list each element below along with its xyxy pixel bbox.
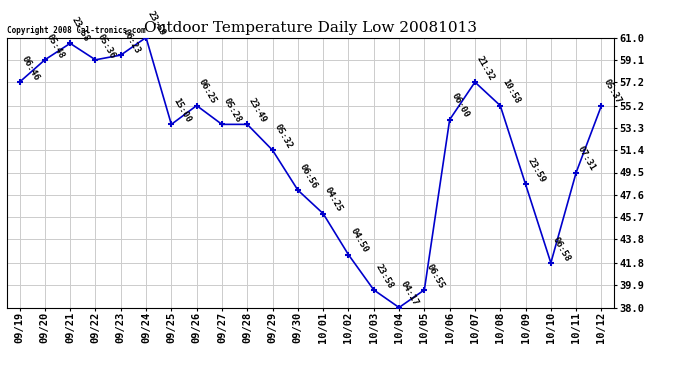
Text: 04:50: 04:50 xyxy=(348,227,370,255)
Text: 06:46: 06:46 xyxy=(19,54,41,82)
Title: Outdoor Temperature Daily Low 20081013: Outdoor Temperature Daily Low 20081013 xyxy=(144,21,477,35)
Text: 05:37: 05:37 xyxy=(602,78,622,106)
Text: 10:58: 10:58 xyxy=(500,78,522,106)
Text: 15:00: 15:00 xyxy=(171,97,193,124)
Text: 23:59: 23:59 xyxy=(146,10,167,38)
Text: 04:17: 04:17 xyxy=(399,280,420,308)
Text: 05:28: 05:28 xyxy=(222,97,243,124)
Text: 05:36: 05:36 xyxy=(95,32,117,60)
Text: 06:00: 06:00 xyxy=(450,92,471,120)
Text: 23:58: 23:58 xyxy=(70,16,91,44)
Text: 23:59: 23:59 xyxy=(526,156,546,184)
Text: Copyright 2008 Cal-tronics.com: Copyright 2008 Cal-tronics.com xyxy=(7,26,146,35)
Text: 21:32: 21:32 xyxy=(475,54,496,82)
Text: 06:23: 06:23 xyxy=(121,27,142,55)
Text: 04:25: 04:25 xyxy=(323,186,344,214)
Text: 23:49: 23:49 xyxy=(247,97,268,124)
Text: 06:56: 06:56 xyxy=(298,162,319,190)
Text: 06:25: 06:25 xyxy=(197,78,218,106)
Text: 06:55: 06:55 xyxy=(424,262,446,290)
Text: 05:32: 05:32 xyxy=(273,122,294,150)
Text: 06:58: 06:58 xyxy=(551,235,572,263)
Text: 07:31: 07:31 xyxy=(576,145,598,172)
Text: 05:48: 05:48 xyxy=(45,32,66,60)
Text: 23:58: 23:58 xyxy=(374,262,395,290)
